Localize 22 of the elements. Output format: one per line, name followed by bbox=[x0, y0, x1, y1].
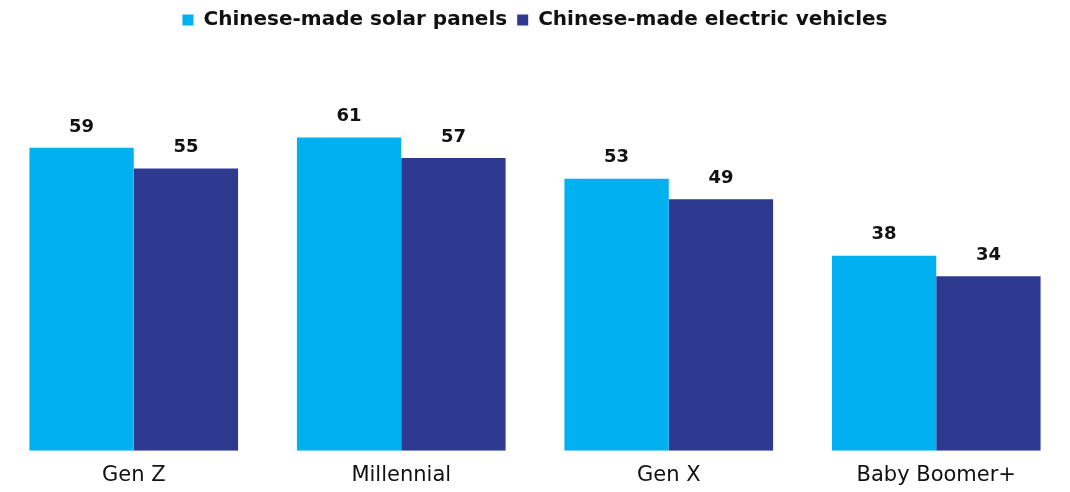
bar bbox=[133, 168, 239, 451]
bar bbox=[401, 158, 506, 451]
x-tick-label: Gen X bbox=[636, 461, 701, 486]
x-tick-label: Baby Boomer+ bbox=[856, 461, 1016, 486]
legend-label: Chinese-made solar panels bbox=[203, 6, 508, 31]
bar bbox=[668, 199, 774, 451]
bar bbox=[564, 178, 669, 451]
data-label: 59 bbox=[69, 114, 95, 136]
x-tick-label: Gen Z bbox=[101, 461, 166, 486]
bar bbox=[29, 147, 134, 451]
data-label: 38 bbox=[871, 222, 897, 244]
legend-label: Chinese-made electric vehicles bbox=[538, 6, 888, 31]
data-label: 61 bbox=[336, 104, 362, 126]
x-tick-label: Millennial bbox=[351, 461, 452, 486]
data-label: 49 bbox=[708, 165, 734, 187]
data-label: 55 bbox=[173, 135, 199, 157]
data-label: 57 bbox=[440, 124, 466, 146]
data-label: 34 bbox=[975, 242, 1001, 264]
bar bbox=[296, 137, 402, 451]
data-label: 53 bbox=[604, 145, 630, 167]
bar bbox=[936, 276, 1041, 451]
bar bbox=[831, 255, 937, 451]
